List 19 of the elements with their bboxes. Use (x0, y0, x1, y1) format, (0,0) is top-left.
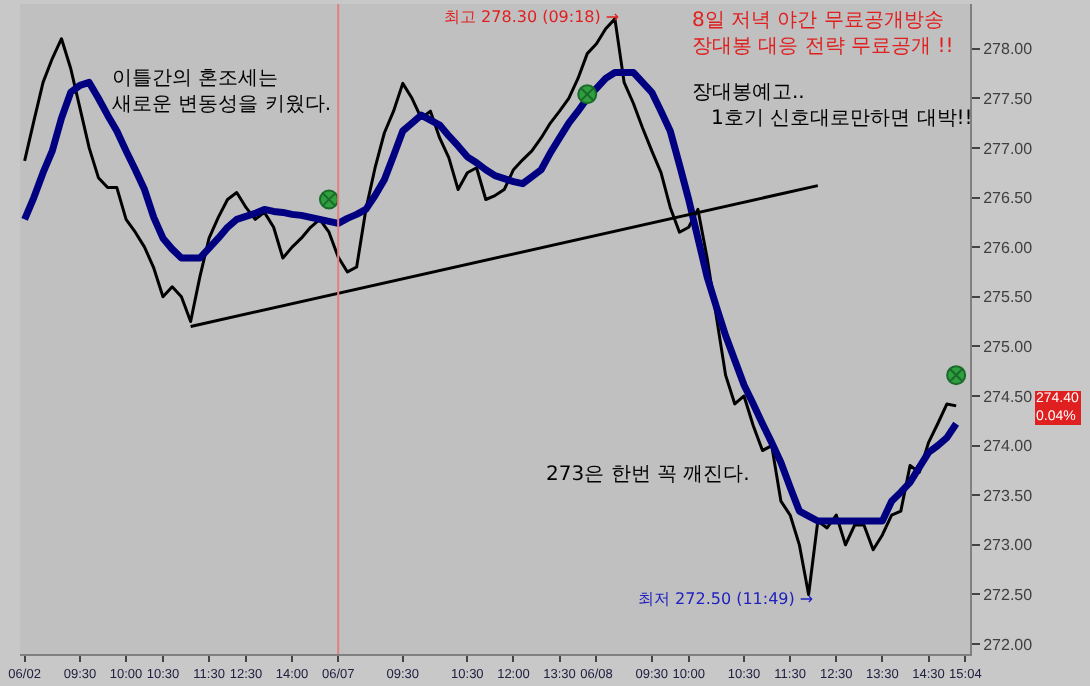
annotation: 최고 278.30 (09:18) → (444, 8, 620, 26)
y-tick-label: 275.00 (983, 337, 1034, 356)
y-tick-label: 275.50 (983, 288, 1034, 307)
y-tick-label: 274.00 (983, 437, 1034, 456)
y-tick-label: 272.50 (983, 586, 1034, 605)
annotation: 8일 저녁 야간 무료공개방송 장대봉 대응 전략 무료공개 !! (692, 10, 954, 58)
y-tick-label: 272.00 (983, 635, 1034, 654)
y-tick-label: 277.50 (983, 89, 1034, 108)
y-tick-label: 276.50 (983, 189, 1034, 208)
annotation: 이틀간의 혼조세는 새로운 변동성을 키웠다. (112, 68, 332, 116)
y-tick-label: 273.00 (983, 536, 1034, 555)
annotation: 최저 272.50 (11:49) → (638, 590, 814, 608)
y-tick-label: 278.00 (983, 40, 1034, 59)
y-tick-label: 274.50 (983, 387, 1034, 406)
y-tick-label: 273.50 (983, 486, 1034, 505)
annotation: 273은 한번 꼭 깨진다. (546, 464, 750, 486)
y-tick-label: 276.00 (983, 238, 1034, 257)
annotation: 장대봉예고.. 1호기 신호대로만하면 대박!! (692, 82, 973, 130)
y-tick-label: 277.00 (983, 139, 1034, 158)
